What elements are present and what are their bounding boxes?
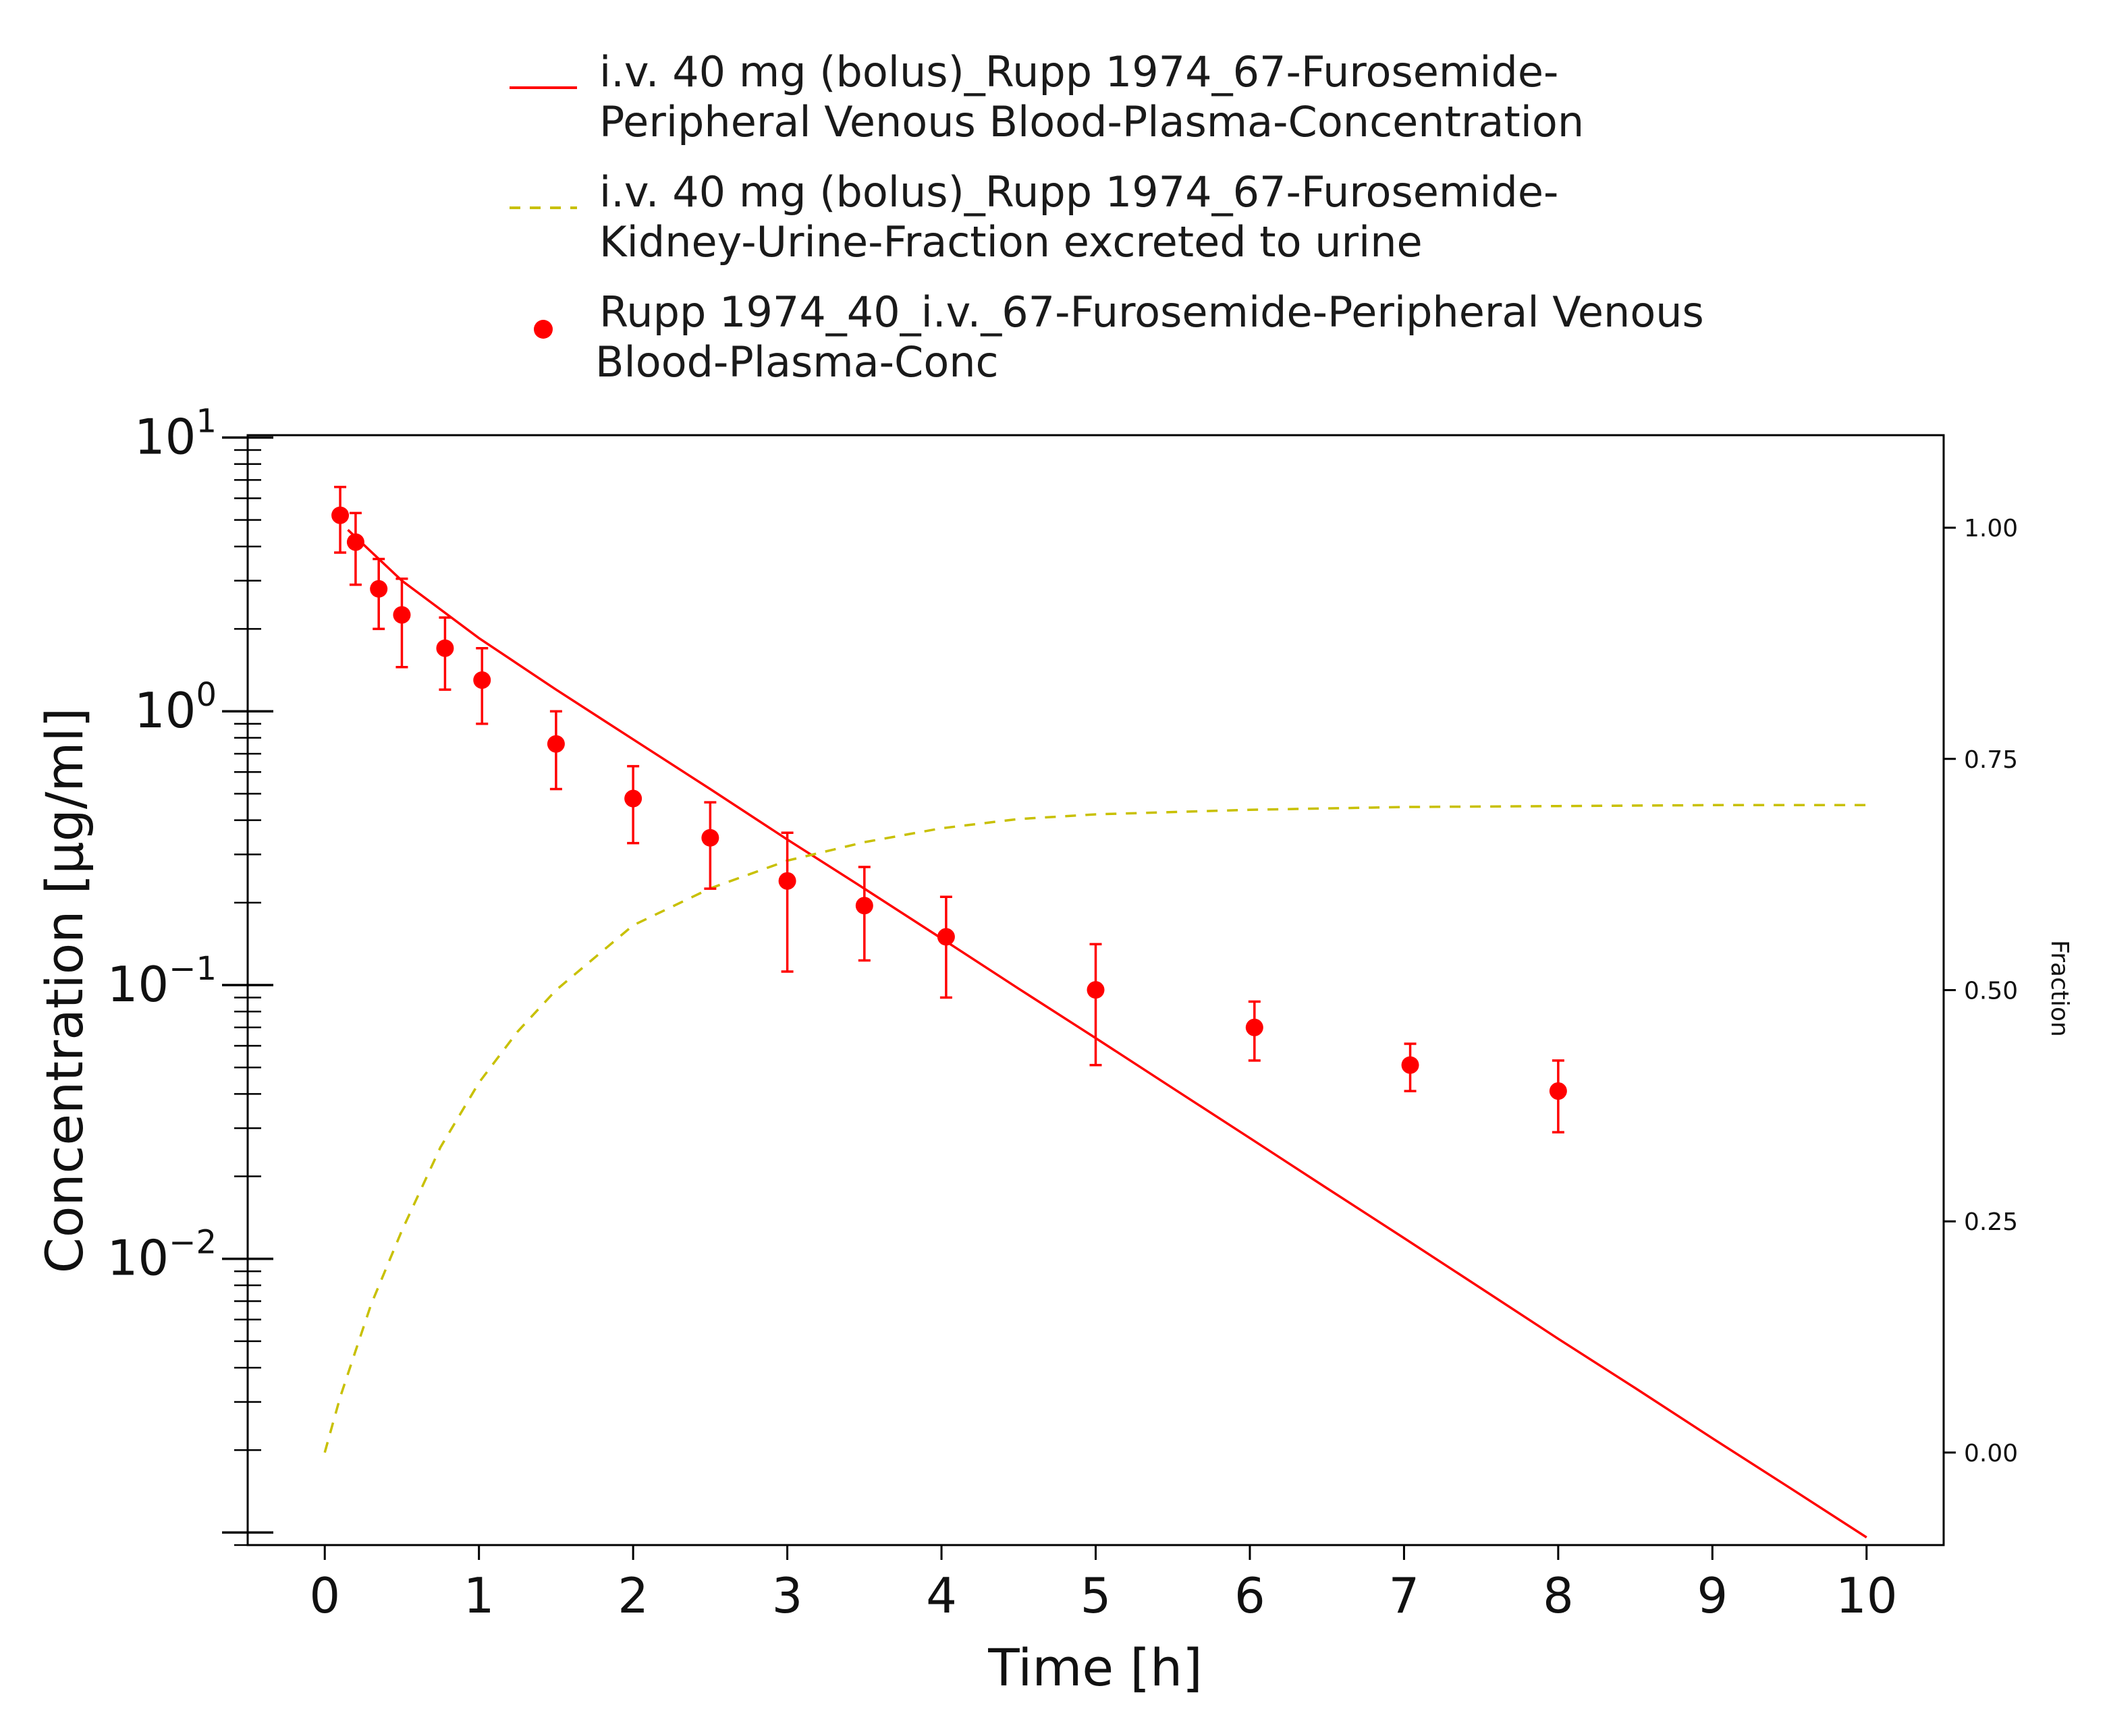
y-tick-label-base: 10 (134, 682, 196, 739)
observed-data-point (701, 801, 719, 890)
y-axis-title: Concentration [µg/ml] (34, 708, 94, 1273)
x-axis-title: Time [h] (987, 1637, 1203, 1698)
data-marker (937, 928, 955, 946)
data-marker (393, 606, 411, 624)
x-tick-label: 2 (618, 1567, 649, 1624)
data-marker (473, 671, 491, 689)
legend-swatch-observed-data (534, 320, 553, 339)
observed-data-point (624, 764, 642, 845)
observed-data-point (436, 616, 454, 691)
observed-data-point (331, 485, 350, 554)
y-right-tick-label: 0.25 (1964, 1208, 2018, 1236)
observed-data-point (370, 557, 388, 630)
legend-label-urine-fraction-line2: Kidney-Urine-Fraction excreted to urine (599, 217, 1423, 267)
data-marker (701, 829, 719, 847)
data-marker (778, 872, 796, 890)
observed-data-point (1087, 943, 1105, 1067)
legend-label-simulated-plasma-line2: Peripheral Venous Blood-Plasma-Concentra… (599, 97, 1584, 146)
legend-label-observed-data: Rupp 1974_40_i.v._67-Furosemide-Peripher… (599, 287, 1704, 337)
x-tick-label: 0 (309, 1567, 340, 1624)
y-tick-label-exponent: 1 (196, 402, 217, 440)
data-marker (370, 580, 388, 598)
x-tick-label: 7 (1389, 1567, 1420, 1624)
data-marker (624, 789, 642, 808)
legend-label-simulated-plasma: i.v. 40 mg (bolus)_Rupp 1974_67-Furosemi… (599, 47, 1558, 96)
y-tick-label-base: 10 (134, 408, 196, 465)
observed-data-point (473, 646, 491, 725)
y-tick-label-base: 10 (107, 956, 169, 1013)
legend-label-urine-fraction: i.v. 40 mg (bolus)_Rupp 1974_67-Furosemi… (599, 167, 1558, 217)
y-right-tick-label: 1.00 (1964, 515, 2018, 542)
data-marker (855, 897, 873, 915)
y-right-tick-label: 0.00 (1964, 1440, 2018, 1467)
data-marker (436, 639, 454, 657)
observed-data-point (547, 710, 565, 791)
x-tick-label: 4 (926, 1567, 957, 1624)
x-tick-label: 1 (464, 1567, 495, 1624)
observed-data-point (393, 577, 411, 669)
axis-ticks (222, 436, 1956, 1560)
x-tick-label: 8 (1543, 1567, 1574, 1624)
observed-data-point (855, 866, 873, 962)
y-right-tick-label: 0.50 (1964, 978, 2018, 1005)
legend-label-observed-data-line2: Blood-Plasma-Conc (595, 337, 999, 387)
data-marker (547, 735, 565, 753)
x-tick-label: 3 (772, 1567, 803, 1624)
data-marker (1087, 981, 1105, 999)
y-tick-label: 101 (134, 402, 217, 465)
y-tick-label: 100 (134, 676, 217, 739)
observed-data-point (346, 511, 364, 586)
observed-data-point (1245, 1000, 1263, 1062)
data-marker (1549, 1082, 1567, 1100)
y-right-tick-label: 0.75 (1964, 746, 2018, 774)
x-tick-label: 6 (1234, 1567, 1265, 1624)
x-tick-label: 10 (1836, 1567, 1898, 1624)
y-tick-label: 10−1 (107, 950, 217, 1013)
data-marker (1245, 1018, 1263, 1036)
x-tick-label: 5 (1080, 1567, 1112, 1624)
y-axis-right-title: Fraction (2046, 940, 2073, 1037)
y-tick-label-exponent: −1 (169, 950, 217, 988)
data-marker (346, 533, 364, 551)
series-layer (323, 485, 1867, 1539)
y-tick-label-exponent: −2 (169, 1224, 217, 1262)
y-tick-label-base: 10 (107, 1230, 169, 1287)
data-marker (1401, 1056, 1419, 1074)
data-marker (331, 506, 350, 524)
y-tick-label: 10−2 (107, 1224, 217, 1287)
observed-data-point (937, 895, 955, 999)
x-tick-label: 9 (1697, 1567, 1728, 1624)
axis-labels: 0 1 2 3 4 5 6 7 8 9 1010−210−11001010.000.250.500.… (107, 402, 2019, 1624)
observed-data-point (1401, 1042, 1419, 1092)
observed-data-point (778, 831, 796, 973)
observed-data-point (1549, 1059, 1567, 1133)
y-tick-label-exponent: 0 (196, 676, 217, 714)
legend: i.v. 40 mg (bolus)_Rupp 1974_67-Furosemi… (510, 47, 1704, 387)
